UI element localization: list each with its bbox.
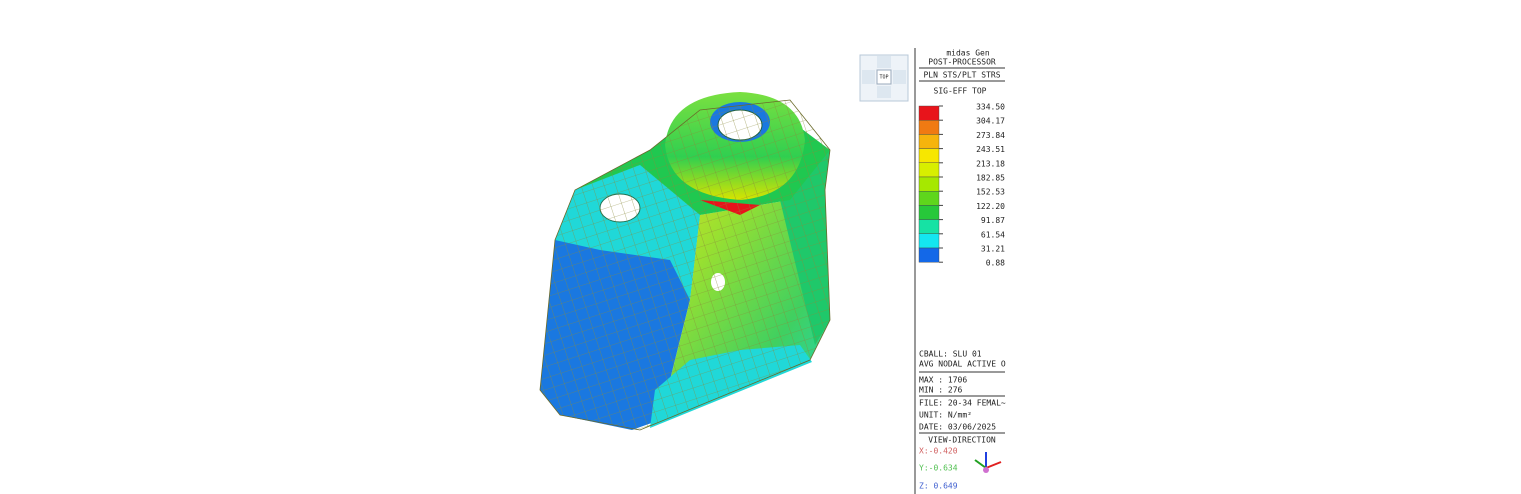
averaging: AVG NODAL ACTIVE O (919, 360, 1006, 369)
unit: UNIT: N/mm² (919, 411, 972, 420)
view-z: Z: 0.649 (919, 482, 958, 491)
legend-swatch (918, 119, 940, 135)
legend-label: 152.53 (976, 188, 1005, 197)
legend: 334.50 304.17 273.84 243.51 213.18 182.85 152.… (918, 103, 1005, 268)
program: midas Gen (946, 49, 990, 58)
date: DATE: 03/06/2025 (919, 423, 996, 432)
max: MAX : 1706 (919, 376, 967, 385)
legend-label: 273.84 (976, 131, 1005, 140)
legend-swatch (918, 148, 940, 164)
load-case: CBALL: SLU 01 (919, 350, 982, 359)
legend-label: 91.87 (981, 216, 1005, 225)
view-x: X:-0.420 (919, 447, 958, 456)
legend-label: 213.18 (976, 159, 1005, 168)
legend-label: 61.54 (981, 230, 1005, 239)
legend-swatch (918, 105, 940, 121)
legend-swatch (918, 176, 940, 192)
axis-triad (974, 452, 1002, 473)
module: POST-PROCESSOR (928, 58, 996, 67)
result-type: PLN STS/PLT STRS (923, 71, 1000, 80)
info-panel: midas Gen POST-PROCESSOR PLN STS/PLT STR… (918, 49, 1006, 491)
component: SIG-EFF TOP (934, 87, 987, 96)
view-cube[interactable]: TOP (859, 54, 909, 102)
fe-model (539, 92, 831, 431)
legend-swatch (918, 134, 940, 149)
legend-swatch (918, 205, 940, 220)
view-cube-label: TOP (879, 75, 888, 81)
legend-label: 31.21 (981, 245, 1005, 254)
legend-label: 0.88 (986, 259, 1005, 268)
legend-label: 243.51 (976, 145, 1005, 154)
legend-swatch (918, 219, 940, 235)
view-direction-title: VIEW-DIRECTION (928, 436, 996, 445)
legend-swatch (918, 233, 940, 249)
file: FILE: 20-34 FEMAL~ (919, 399, 1006, 408)
legend-label: 122.20 (976, 202, 1005, 211)
legend-swatch (918, 247, 940, 263)
legend-label: 182.85 (976, 174, 1005, 183)
view-y: Y:-0.634 (919, 464, 958, 473)
legend-swatch (918, 162, 940, 178)
legend-label: 334.50 (976, 103, 1005, 112)
legend-label: 304.17 (976, 117, 1005, 126)
min: MIN : 276 (919, 386, 963, 395)
legend-swatch (918, 190, 940, 206)
